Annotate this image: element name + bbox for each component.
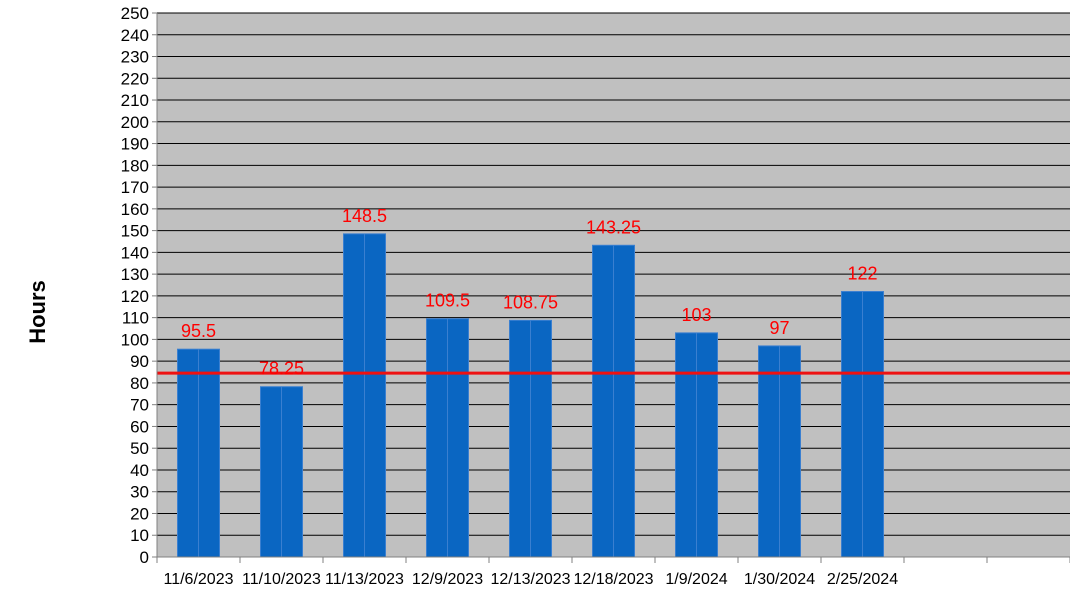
y-tick-label: 60 <box>130 417 149 436</box>
x-tick-label: 12/13/2023 <box>490 571 570 588</box>
y-tick-label: 200 <box>121 113 149 132</box>
y-tick-label: 30 <box>130 483 149 502</box>
data-label: 103 <box>681 305 711 325</box>
y-tick-label: 170 <box>121 178 149 197</box>
data-label: 108.75 <box>503 292 558 312</box>
y-tick-label: 160 <box>121 200 149 219</box>
x-axis: 11/6/2023 11/10/2023 11/13/2023 12/9/2023 12… <box>156 556 1070 588</box>
y-tick-label: 50 <box>130 439 149 458</box>
y-axis-title: Hours <box>25 280 50 344</box>
data-label: 109.5 <box>425 291 470 311</box>
bars <box>177 233 884 558</box>
y-tick-label: 110 <box>122 309 149 328</box>
data-label: 95.5 <box>181 321 216 341</box>
y-tick-label: 150 <box>121 222 149 241</box>
data-label: 148.5 <box>342 206 387 226</box>
y-tick-label: 80 <box>130 374 149 393</box>
data-labels: 95.5 78.25 148.5 109.5 108.75 143.25 103 97 122 <box>181 206 878 379</box>
y-tick-label: 120 <box>121 287 149 306</box>
y-tick-label: 220 <box>121 69 149 88</box>
x-tick-label: 11/13/2023 <box>325 571 404 588</box>
y-tick-label: 250 <box>121 4 149 23</box>
x-tick-label: 1/30/2024 <box>744 571 815 588</box>
data-label: 143.25 <box>586 217 641 237</box>
y-tick-label: 20 <box>130 504 149 523</box>
data-label: 97 <box>769 318 789 338</box>
x-tick-label: 2/25/2024 <box>827 571 898 588</box>
y-tick-label: 130 <box>121 265 149 284</box>
x-tick-label: 12/9/2023 <box>412 571 483 588</box>
x-tick-label: 11/6/2023 <box>164 571 234 588</box>
x-tick-label: 11/10/2023 <box>242 571 321 588</box>
y-tick-label: 240 <box>121 26 149 45</box>
y-tick-label: 190 <box>121 135 149 154</box>
y-tick-label: 180 <box>121 156 149 175</box>
x-tick-label: 1/9/2024 <box>665 571 727 588</box>
y-tick-label: 10 <box>130 526 149 545</box>
data-label: 122 <box>847 264 877 284</box>
y-tick-label: 210 <box>121 91 149 110</box>
x-tick-label: 12/18/2023 <box>573 571 653 588</box>
y-tick-label: 100 <box>121 330 149 349</box>
y-tick-label: 40 <box>130 461 149 480</box>
y-tick-label: 140 <box>121 243 149 262</box>
y-axis: 0 10 20 30 40 50 60 70 80 90 100 110 120 130 140 150 160… <box>121 4 158 567</box>
data-label: 78.25 <box>259 359 304 379</box>
y-tick-label: 230 <box>121 48 149 67</box>
y-tick-label: 90 <box>130 352 149 371</box>
y-tick-label: 70 <box>130 396 149 415</box>
y-tick-label: 0 <box>140 548 149 567</box>
